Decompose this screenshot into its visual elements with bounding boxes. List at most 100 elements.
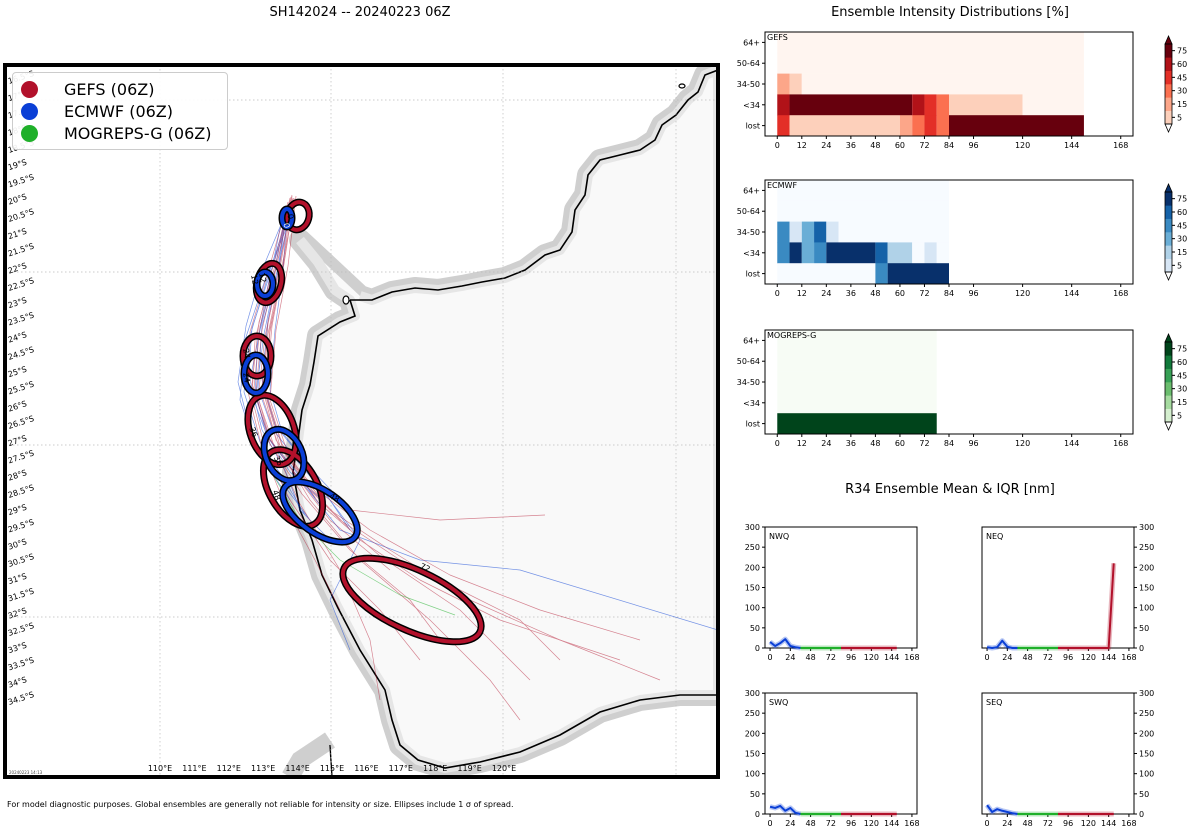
x-tick-label: 84 [944, 141, 954, 150]
colorbar-tick-label: 75 [1177, 345, 1187, 354]
heatmap-cell [789, 115, 900, 137]
x-tick-label: 144 [1101, 653, 1116, 662]
colorbar-tick-label: 30 [1177, 235, 1187, 244]
colorbar-tick-label: 45 [1177, 73, 1187, 82]
x-tick-label: 96 [968, 439, 978, 448]
x-tick-label: 0 [775, 141, 780, 150]
x-tick-label: 168 [1113, 141, 1128, 150]
heatmap-cell [887, 242, 913, 264]
heatmap-cell [777, 221, 790, 243]
y-tick-label: 64+ [743, 336, 760, 345]
x-tick-label: 96 [968, 289, 978, 298]
x-tick-label: 96 [846, 653, 856, 662]
x-tick-label: 0 [775, 439, 780, 448]
y-tick-label: lost [746, 270, 760, 279]
colorbar-tick-label: 15 [1177, 100, 1187, 109]
lon-label: 110°E [148, 764, 172, 773]
colorbar-tick-label: 45 [1177, 371, 1187, 380]
legend-label-mogreps: MOGREPS-G (06Z) [64, 123, 212, 143]
x-tick-label: 168 [1121, 653, 1136, 662]
x-tick-label: 72 [1043, 653, 1053, 662]
heatmap-cell [777, 371, 937, 393]
colorbar-frame [1164, 191, 1173, 273]
x-tick-label: 24 [785, 819, 795, 828]
y-tick-label: 100 [745, 770, 760, 779]
colorbar-tick-label: 60 [1177, 208, 1187, 217]
y-tick-label: 300 [1139, 689, 1154, 698]
colorbar-tick-label: 5 [1177, 411, 1182, 420]
heatmap-cell [777, 200, 949, 222]
lon-label: 113°E [251, 764, 275, 773]
colorbar-tick-label: 75 [1177, 195, 1187, 204]
x-tick-label: 120 [864, 819, 879, 828]
x-tick-label: 48 [806, 653, 816, 662]
x-tick-label: 48 [1023, 819, 1033, 828]
colorbar-min-arrow [1164, 271, 1173, 281]
x-tick-label: 168 [1113, 439, 1128, 448]
x-tick-label: 72 [826, 653, 836, 662]
heatmap-cell [777, 73, 790, 95]
x-tick-label: 120 [1015, 439, 1030, 448]
lon-label: 115°E [320, 764, 344, 773]
heatmap-cell [789, 94, 913, 116]
heatmap-cell [789, 73, 802, 95]
x-tick-label: 96 [1063, 653, 1073, 662]
ecmwf-ellipse-label: 0 [282, 222, 292, 229]
x-tick-label: 72 [826, 819, 836, 828]
x-tick-label: 24 [785, 653, 795, 662]
r34-mean-line [986, 639, 1018, 649]
heatmap-cell [826, 221, 839, 243]
heatmap-panel-label: GEFS [767, 33, 788, 42]
x-tick-label: 168 [904, 819, 919, 828]
y-tick-label: 150 [1139, 750, 1154, 759]
intensity-title: Ensemble Intensity Distributions [%] [831, 5, 1069, 20]
heatmap-cell [777, 350, 937, 372]
x-tick-label: 36 [846, 289, 856, 298]
x-tick-label: 48 [1023, 653, 1033, 662]
heatmap-cell [924, 242, 937, 264]
colorbar-segment [1165, 382, 1172, 396]
x-tick-label: 120 [1015, 289, 1030, 298]
legend-label-gefs: GEFS (06Z) [64, 79, 155, 99]
heatmap-cell [777, 94, 790, 116]
colorbar-segment [1165, 368, 1172, 383]
x-tick-label: 0 [985, 653, 990, 662]
coastline-line [292, 69, 718, 769]
heatmap-cell [912, 242, 925, 264]
x-tick-label: 0 [768, 653, 773, 662]
x-tick-label: 168 [1121, 819, 1136, 828]
heatmap-cell [949, 115, 1084, 137]
colorbar-frame [1164, 341, 1173, 423]
lon-label: 111°E [182, 764, 206, 773]
lon-label: 117°E [389, 764, 413, 773]
y-tick-label: <34 [743, 249, 760, 258]
x-tick-label: 60 [895, 141, 905, 150]
colorbar: 5 15 30 45 60 75 [1164, 35, 1187, 133]
x-tick-label: 144 [884, 653, 899, 662]
heatmap-mogrepsg: MOGREPS-G 64+ 50-64 34-50 <34 lost 0 12 24 36 48 60… [737, 329, 1187, 448]
map-stamp: 20240223 14:13 [9, 770, 43, 775]
legend-item-gefs: GEFS (06Z) [21, 79, 154, 99]
gefs-ellipse-label: 72 [419, 562, 432, 574]
heatmap-cell [949, 94, 1023, 116]
gefs-ellipses [239, 198, 485, 646]
y-tick-label: 300 [745, 523, 760, 532]
heatmap-cell [789, 221, 802, 243]
colorbar-frame [1164, 43, 1173, 125]
x-tick-label: 72 [919, 141, 929, 150]
x-tick-label: 120 [1081, 819, 1096, 828]
heatmap-cell [924, 115, 937, 137]
colorbar-segment [1165, 57, 1172, 71]
map-gridlines [5, 65, 718, 777]
heatmap-cell [801, 73, 1084, 95]
colorbar-tick-label: 45 [1177, 221, 1187, 230]
ecmwf-ellipses [240, 205, 361, 546]
colorbar-tick-label: 5 [1177, 113, 1182, 122]
colorbar-segment [1165, 395, 1172, 409]
y-tick-label: 64+ [743, 38, 760, 47]
heatmap-cell [777, 32, 1084, 54]
x-tick-label: 12 [797, 289, 807, 298]
heatmap-cell [912, 115, 925, 137]
heatmap-cell [801, 221, 815, 243]
ellipse-hour-labels: 0 12 24 36 48 72 0 12 24 36 48 [241, 213, 431, 574]
